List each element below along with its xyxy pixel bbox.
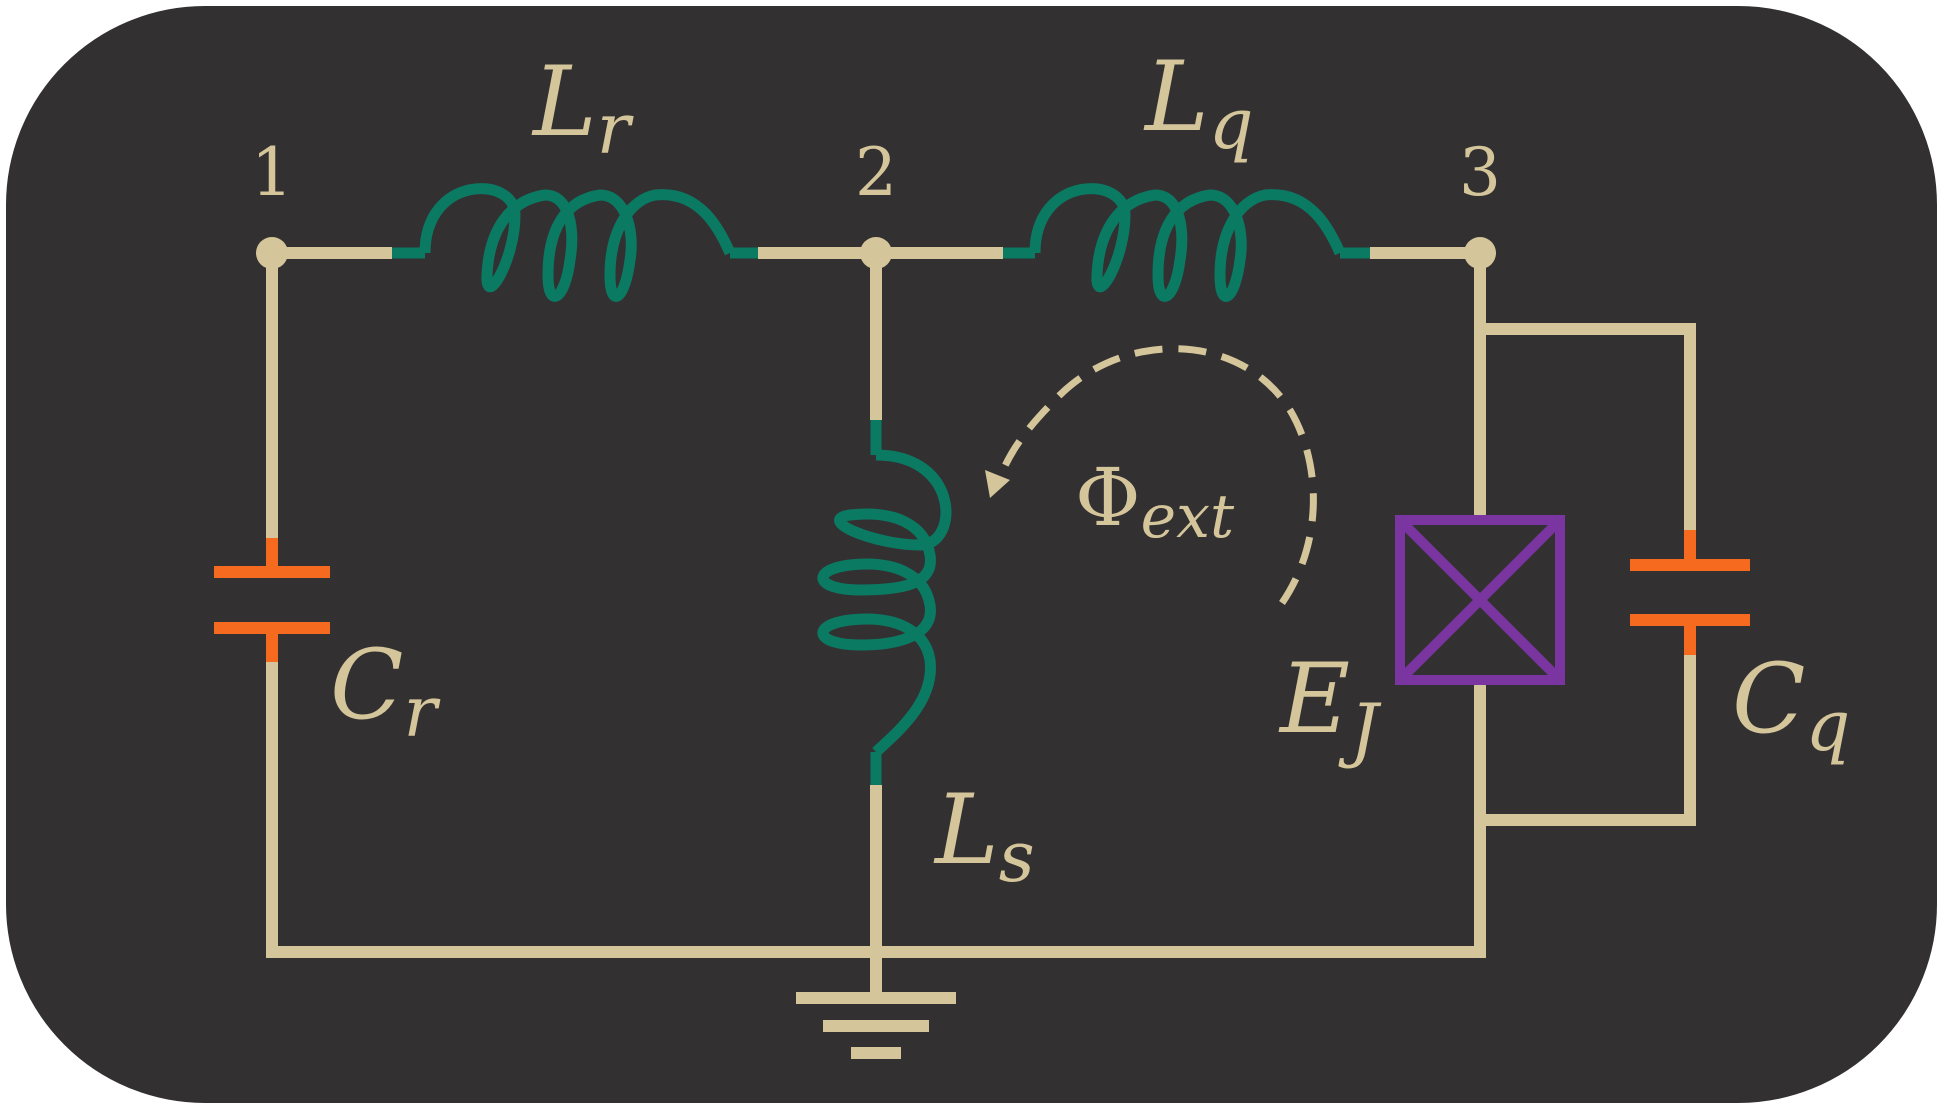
diagram-panel — [4, 4, 1939, 1105]
coil-icon — [817, 449, 952, 757]
flux-arc — [996, 345, 1317, 605]
inductor-ls — [817, 420, 952, 785]
label-lq: Lq — [1143, 41, 1254, 165]
label-cr-main: C — [330, 629, 403, 741]
node-dots — [256, 237, 1496, 269]
node-1-label: 1 — [251, 134, 293, 211]
label-cr-sub: r — [403, 671, 440, 753]
junction-cross-b — [1396, 516, 1564, 684]
label-lq-main: L — [1143, 41, 1209, 153]
capacitor-cq — [1630, 530, 1750, 655]
wire-cq-bottom — [1480, 655, 1696, 826]
label-ls: Ls — [933, 774, 1035, 898]
node-2-dot — [860, 237, 892, 269]
label-ej: EJ — [1278, 643, 1382, 771]
coil-icon — [1029, 183, 1346, 302]
label-phi-sub: ext — [1141, 482, 1235, 552]
label-cq: Cq — [1732, 643, 1850, 767]
label-lr-sub: r — [597, 88, 634, 170]
crossed-box-icon — [1395, 515, 1565, 685]
ground-icon — [796, 992, 956, 1059]
label-ej-main: E — [1278, 643, 1350, 755]
node-2-label: 2 — [855, 134, 897, 211]
label-lq-sub: q — [1209, 83, 1254, 165]
wire-cq-top — [1480, 323, 1696, 530]
label-ls-sub: s — [999, 816, 1035, 898]
inductor-lr — [392, 183, 758, 302]
label-lr-main: L — [531, 46, 597, 158]
capacitor-cr — [214, 538, 330, 662]
inductor-lq — [1003, 183, 1370, 302]
label-cq-main: C — [1732, 643, 1805, 755]
label-cr: Cr — [330, 629, 440, 753]
flux-arrowhead — [985, 470, 1010, 498]
node-3-dot — [1464, 237, 1496, 269]
label-lr: Lr — [531, 46, 634, 170]
wires — [266, 247, 1696, 996]
dashed-arrow-icon — [985, 345, 1317, 605]
node-3-label: 3 — [1459, 134, 1501, 211]
node-1-dot — [256, 237, 288, 269]
label-phi-ext: Φext — [1075, 451, 1235, 552]
josephson-junction — [1395, 515, 1565, 685]
label-cq-sub: q — [1805, 685, 1850, 767]
coil-icon — [419, 183, 736, 302]
label-ls-main: L — [933, 774, 999, 886]
label-phi-main: Φ — [1075, 451, 1141, 544]
